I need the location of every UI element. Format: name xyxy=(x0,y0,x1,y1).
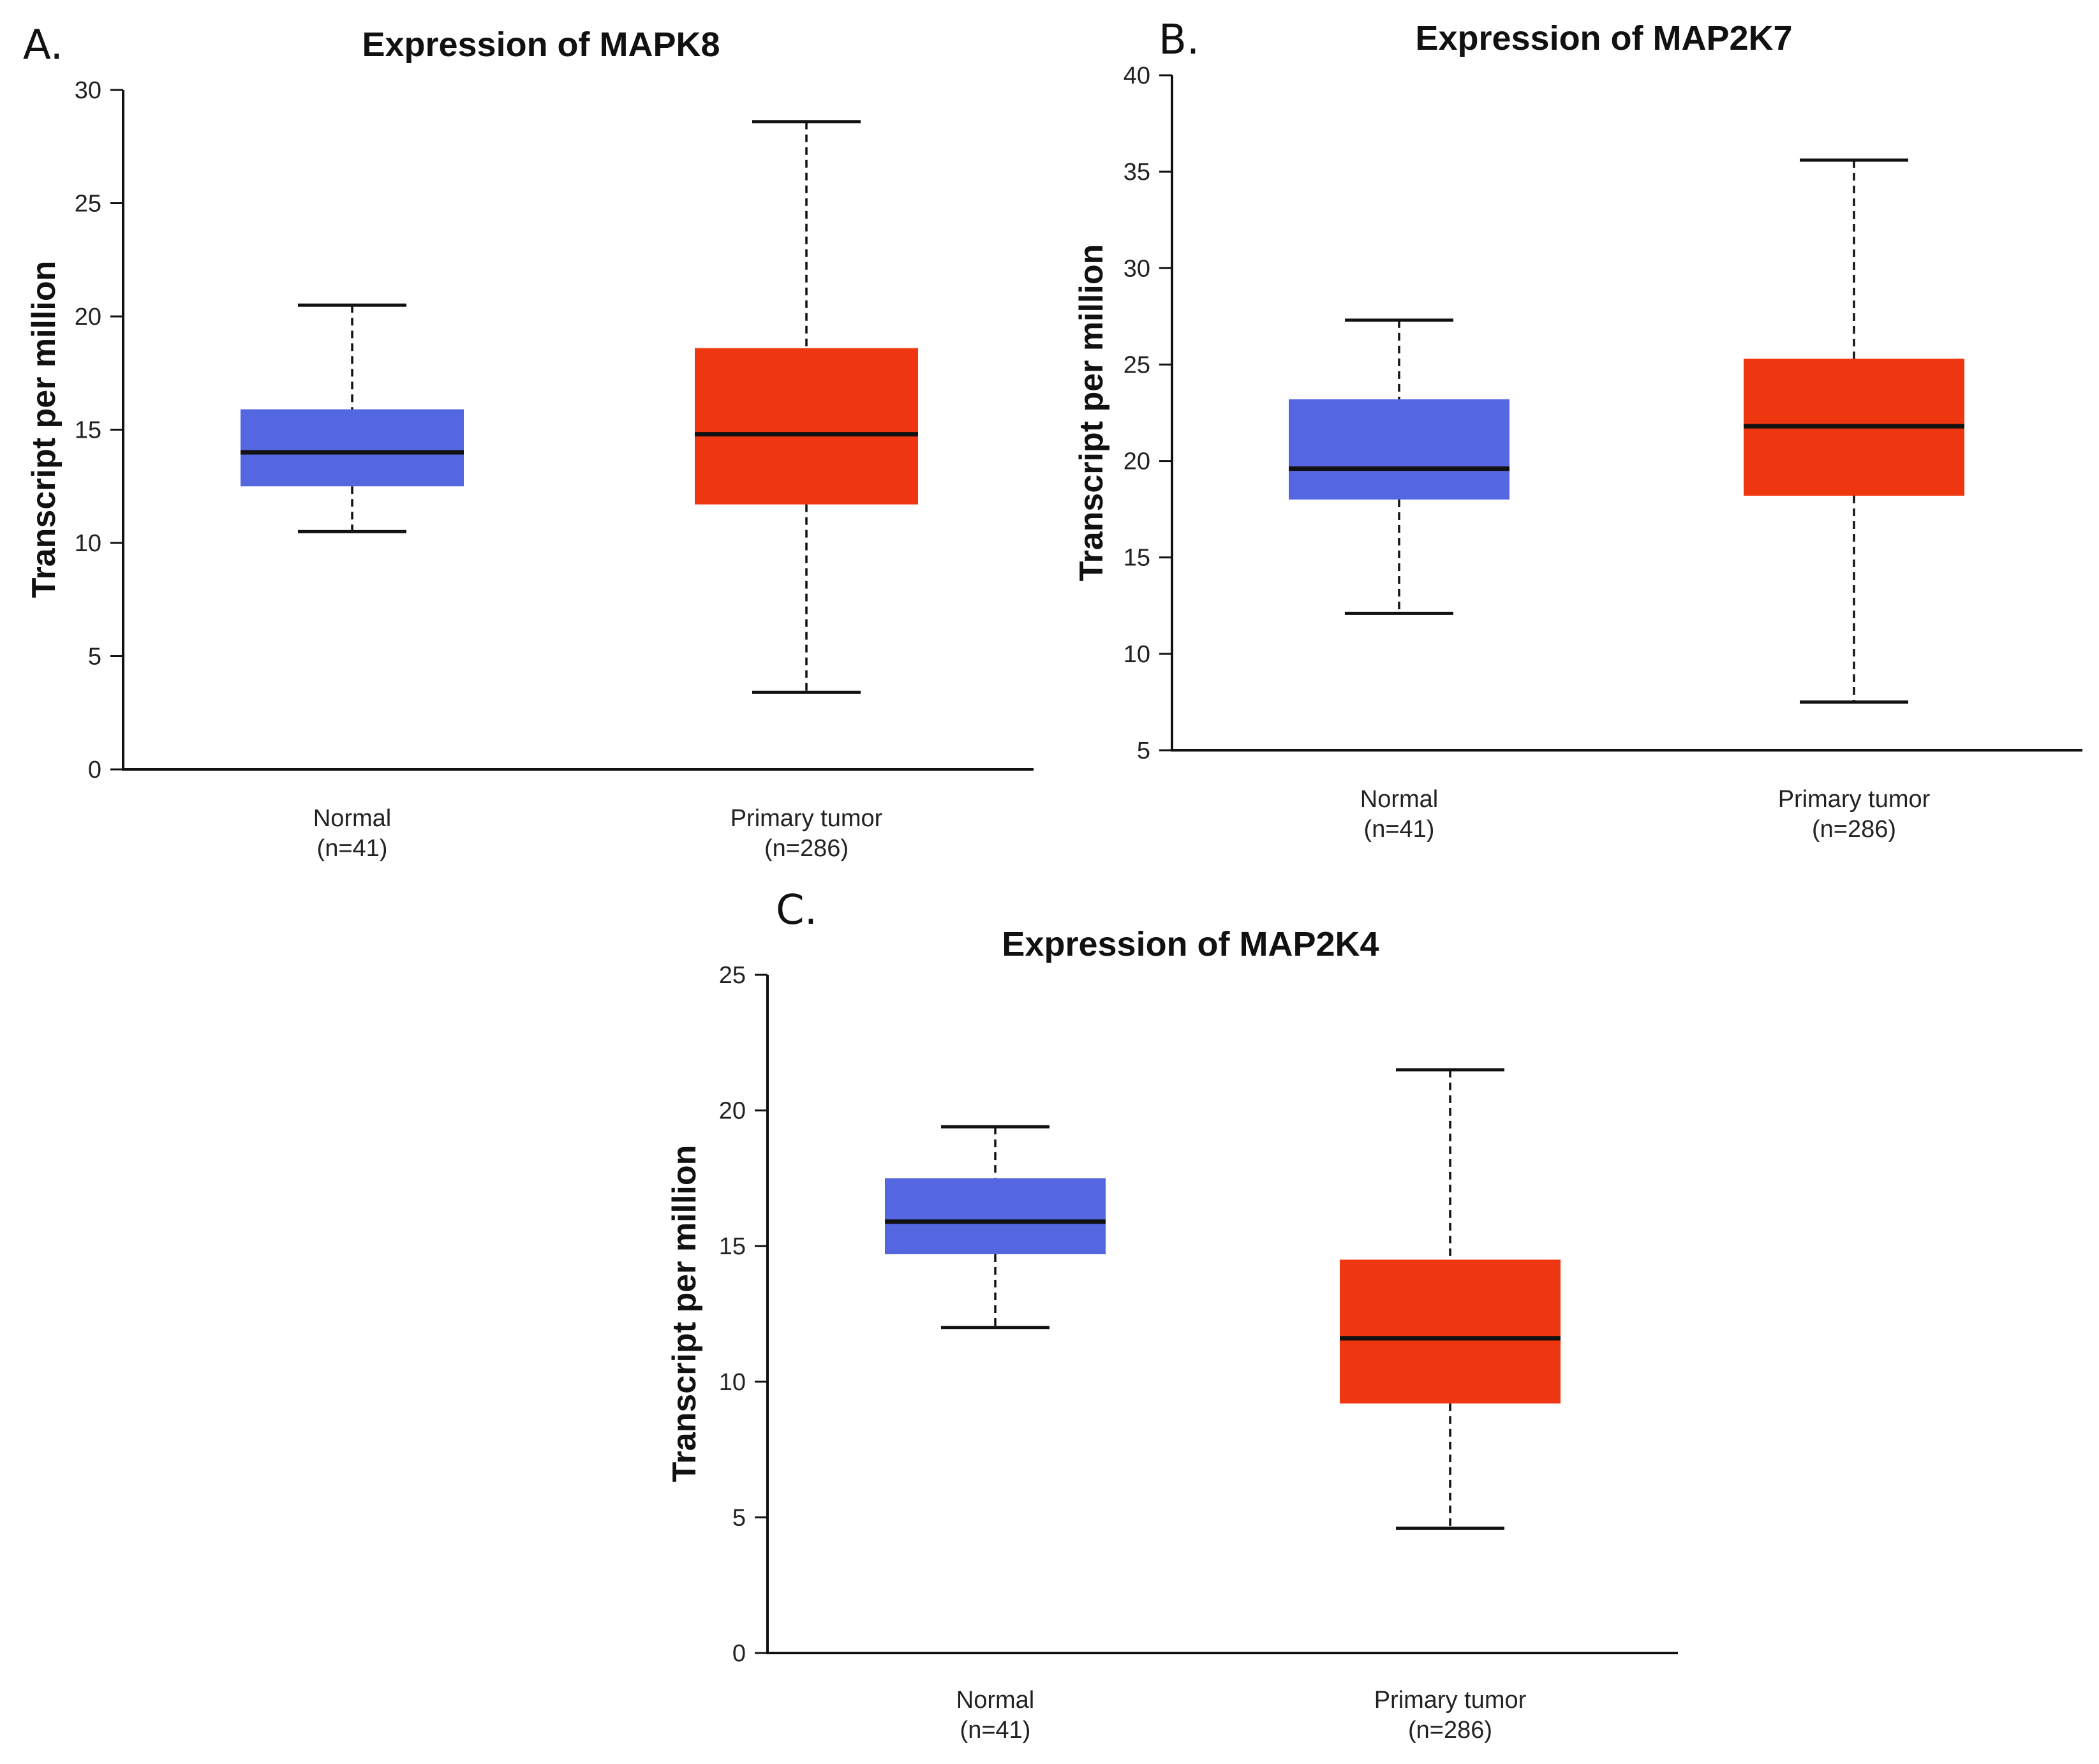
chart-title: Expression of MAPK8 xyxy=(362,26,720,64)
y-tick-label: 40 xyxy=(1124,63,1150,89)
y-tick-label: 10 xyxy=(1124,641,1150,668)
iqr-box xyxy=(885,1178,1106,1254)
iqr-box xyxy=(241,409,464,487)
y-tick-label: 25 xyxy=(719,962,746,989)
y-tick-label: 25 xyxy=(1124,352,1150,378)
y-tick-label: 5 xyxy=(1137,737,1150,764)
chart-title: Expression of MAP2K7 xyxy=(1415,19,1792,57)
y-tick-label: 15 xyxy=(719,1233,746,1260)
y-tick-label: 35 xyxy=(1124,159,1150,186)
iqr-box xyxy=(1340,1259,1561,1404)
panel-letter: B. xyxy=(1159,17,1199,64)
y-tick-label: 15 xyxy=(1124,545,1150,572)
y-tick-label: 20 xyxy=(75,304,101,330)
box-primary-tumor xyxy=(1340,1068,1561,1530)
box-normal xyxy=(885,1125,1106,1330)
y-tick-label: 5 xyxy=(88,644,101,671)
category-label: Normal xyxy=(956,1687,1034,1714)
category-n-label: (n=41) xyxy=(960,1717,1031,1744)
category-label: Primary tumor xyxy=(731,805,883,832)
y-tick-label: 10 xyxy=(719,1369,746,1396)
y-tick-label: 10 xyxy=(75,530,101,557)
panel-letter: A. xyxy=(23,22,63,69)
box-primary-tumor xyxy=(695,120,918,694)
y-tick-label: 30 xyxy=(1124,255,1150,282)
y-axis-label: Transcript per million xyxy=(26,261,63,598)
y-tick-label: 25 xyxy=(75,191,101,218)
chart-panel-3: C. Expression of MAP2K4 Transcript per mil… xyxy=(666,887,1678,1744)
box-primary-tumor xyxy=(1744,158,1964,704)
y-axis-label: Transcript per million xyxy=(1073,244,1110,582)
category-n-label: (n=286) xyxy=(764,835,849,862)
y-tick-label: 20 xyxy=(1124,448,1150,475)
y-tick-label: 0 xyxy=(732,1640,746,1667)
box-normal xyxy=(1289,318,1509,615)
y-tick-label: 15 xyxy=(75,417,101,444)
y-axis-label: Transcript per million xyxy=(666,1145,703,1483)
chart-title: Expression of MAP2K4 xyxy=(1002,925,1379,963)
category-n-label: (n=41) xyxy=(1364,816,1435,843)
category-label: Normal xyxy=(313,805,391,832)
category-n-label: (n=41) xyxy=(317,835,388,862)
chart-panel-2: B. Expression of MAP2K7 Transcript per mil… xyxy=(1073,17,2082,843)
category-n-label: (n=286) xyxy=(1408,1717,1492,1744)
y-tick-label: 30 xyxy=(75,77,101,104)
category-label: Normal xyxy=(1360,786,1438,813)
chart-panel-1: A. Expression of MAPK8 Transcript per mill… xyxy=(23,22,1034,862)
box-normal xyxy=(241,303,464,533)
y-tick-label: 20 xyxy=(719,1098,746,1125)
category-label: Primary tumor xyxy=(1374,1687,1527,1714)
y-tick-label: 0 xyxy=(88,757,101,783)
panel-letter: C. xyxy=(776,887,817,934)
iqr-box xyxy=(1289,399,1509,500)
category-label: Primary tumor xyxy=(1778,786,1931,813)
y-tick-label: 5 xyxy=(732,1504,746,1531)
category-n-label: (n=286) xyxy=(1812,816,1896,843)
iqr-box xyxy=(695,348,918,505)
